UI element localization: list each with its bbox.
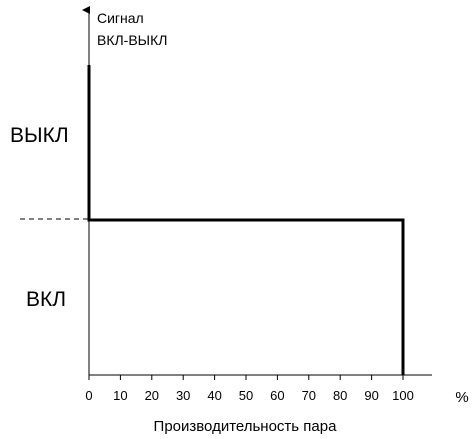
x-tick-label-10: 10: [113, 388, 127, 403]
x-tick-label-60: 60: [270, 388, 284, 403]
x-tick-label-30: 30: [176, 388, 190, 403]
signal-line: [87, 65, 405, 375]
ylabel-line-1: Сигнал: [97, 10, 144, 26]
state-label-on: ВКЛ: [26, 288, 66, 311]
x-tick-label-40: 40: [207, 388, 221, 403]
state-label-off: ВЫКЛ: [10, 124, 69, 147]
x-tick-label-70: 70: [302, 388, 316, 403]
x-tick-labels: 0 10 20 30 40 50 60 70 80 90 100: [85, 388, 413, 403]
x-ticks: [88, 375, 404, 380]
ylabel-line-2: ВКЛ-ВЫКЛ: [97, 32, 167, 48]
x-tick-label-50: 50: [239, 388, 253, 403]
x-tick-label-20: 20: [145, 388, 159, 403]
x-tick-label-90: 90: [364, 388, 378, 403]
xlabel: Производительность пара: [154, 418, 338, 435]
x-unit-label: %: [455, 389, 468, 406]
x-tick-label-100: 100: [392, 388, 414, 403]
x-tick-label-0: 0: [85, 388, 92, 403]
x-tick-label-80: 80: [333, 388, 347, 403]
